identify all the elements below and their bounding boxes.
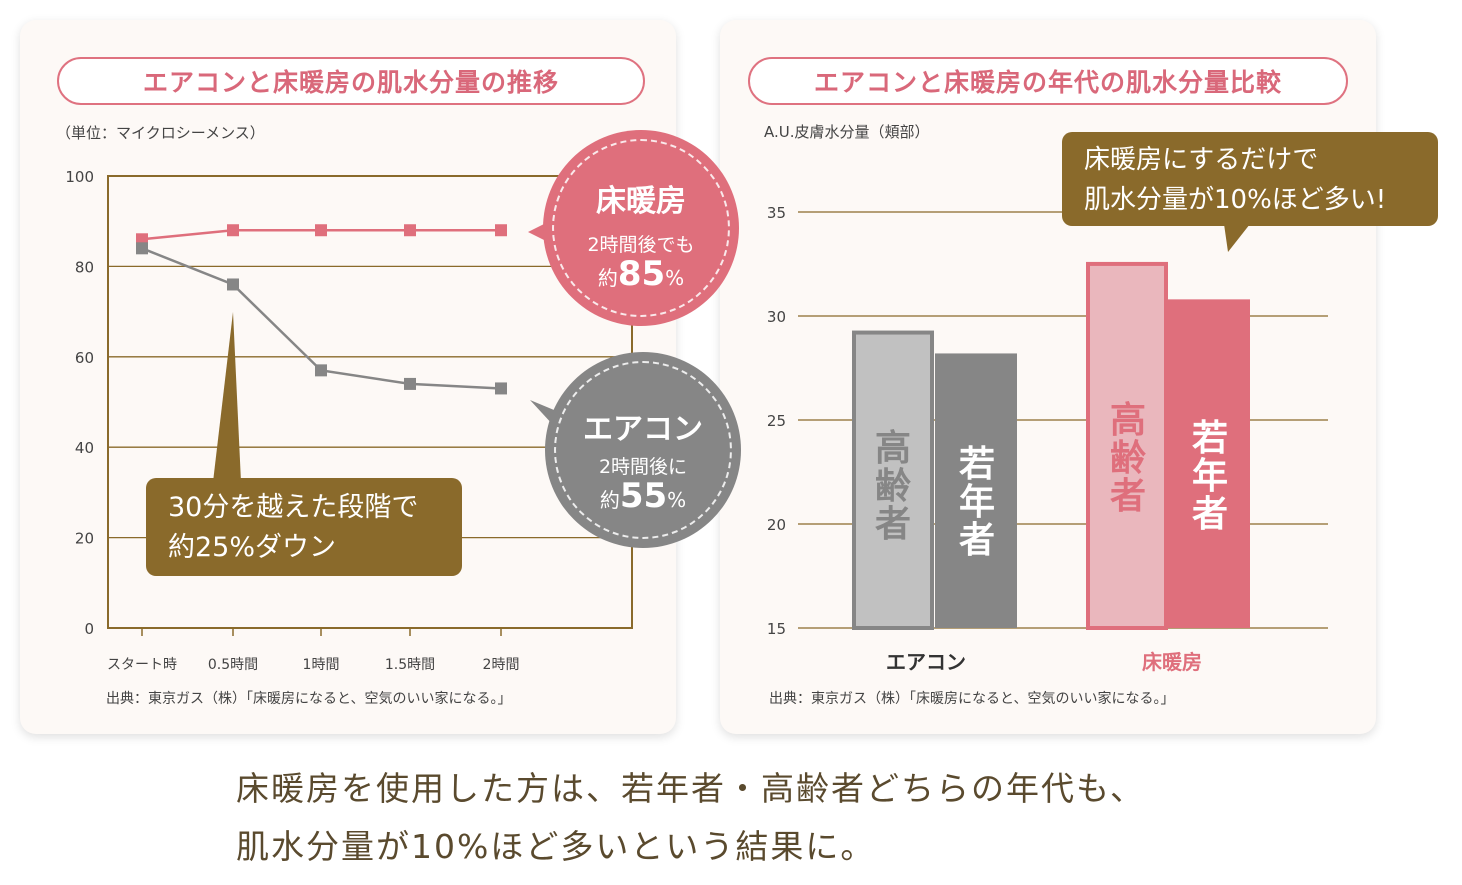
caption-line1: 床暖房を使用した方は、若年者・高齢者どちらの年代も、 [236,769,1146,808]
data-point [404,377,416,390]
data-point [315,364,327,377]
y-tick-label: 40 [75,439,94,457]
caption-line2: 肌水分量が10%ほど多いという結果に。 [236,827,876,866]
badge-ac-pointer [530,400,554,426]
data-point [136,242,148,255]
bar-label-floor-young: 若年者 [1191,418,1228,535]
bar-floor-elderly [1086,261,1168,630]
aircon-badge-line1: 2時間後に [598,456,688,478]
y-tick-label: 60 [75,349,94,367]
y-tick-label: 25 [767,412,786,430]
y-tick-label: 20 [75,530,94,548]
bar-label-floor-elderly: 高齢者 [1109,400,1146,517]
line-chart-unit: （単位：マイクロシーメンス） [56,124,265,142]
floor-badge-value: 約85% [597,254,685,294]
bar-aircon-young [935,353,1017,628]
decline-callout-line2: 約25%ダウン [168,532,337,563]
y-tick-label: 30 [767,308,786,326]
bar-aircon-elderly [852,330,934,630]
callout-pointer [213,312,241,482]
y-tick-label: 100 [65,168,94,186]
decline-callout: 30分を越えた段階で 約25%ダウン [146,478,462,576]
x-tick-label: 1.5時間 [385,657,435,673]
bar-chart-source: 出典：東京ガス（株）「床暖房になると、空気のいい家になる。」 [769,691,1175,707]
x-tick-label: 0.5時間 [208,657,258,673]
line-chart: 0 20 40 60 80 100 スタート時 0.5時間 1時間 1.5時間 2時間 [65,168,633,673]
bar-chart-unit: A.U.皮膚水分量（頬部） [764,123,930,141]
y-tick-label: 80 [75,258,94,276]
y-tick-label: 35 [767,204,786,222]
y-tick-label: 0 [84,620,94,638]
comparison-callout-line2: 肌水分量が10%ほど多い! [1084,185,1387,215]
decline-callout-line1: 30分を越えた段階で [168,492,419,523]
aircon-badge-title: エアコン [583,412,703,447]
comparison-callout: 床暖房にするだけで 肌水分量が10%ほど多い! [1062,132,1438,226]
comparison-callout-pointer [1224,224,1250,252]
bar-label-aircon-young: 若年者 [958,444,995,561]
data-point [495,224,507,237]
x-category-label: エアコン [886,650,966,674]
floor-badge-line1: 2時間後でも [587,234,695,256]
aircon-badge: エアコン 2時間後に 約55% [545,352,741,548]
data-point [404,224,416,237]
line-chart-title: エアコンと床暖房の肌水分量の推移 [57,57,645,105]
data-point [227,278,239,291]
line-chart-source: 出典：東京ガス（株）「床暖房になると、空気のいい家になる。」 [106,691,512,707]
x-tick-label: 2時間 [483,657,520,673]
floor-badge-title: 床暖房 [596,184,686,219]
line-chart-panel: エアコンと床暖房の肌水分量の推移 （単位：マイクロシーメンス） 出典：東京ガス（… [20,20,676,734]
y-tick-label: 15 [767,620,786,638]
y-tick-label: 20 [767,516,786,534]
data-point [227,224,239,237]
comparison-callout-line1: 床暖房にするだけで [1084,145,1319,175]
data-point [495,382,507,395]
x-tick-label: スタート時 [107,657,177,673]
x-tick-label: 1時間 [303,657,340,673]
floor-heating-badge: 床暖房 2時間後でも 約85% [543,130,739,326]
data-point [136,233,148,246]
bar-label-aircon-elderly: 高齢者 [874,428,911,545]
aircon-badge-value: 約55% [599,476,687,516]
bar-chart: 15 20 25 30 35 エアコン 床暖房 [767,204,1328,674]
bar-floor-young [1168,299,1250,628]
x-category-label: 床暖房 [1142,650,1202,674]
bar-chart-title: エアコンと床暖房の年代の肌水分量比較 [748,57,1348,105]
data-point [315,224,327,237]
